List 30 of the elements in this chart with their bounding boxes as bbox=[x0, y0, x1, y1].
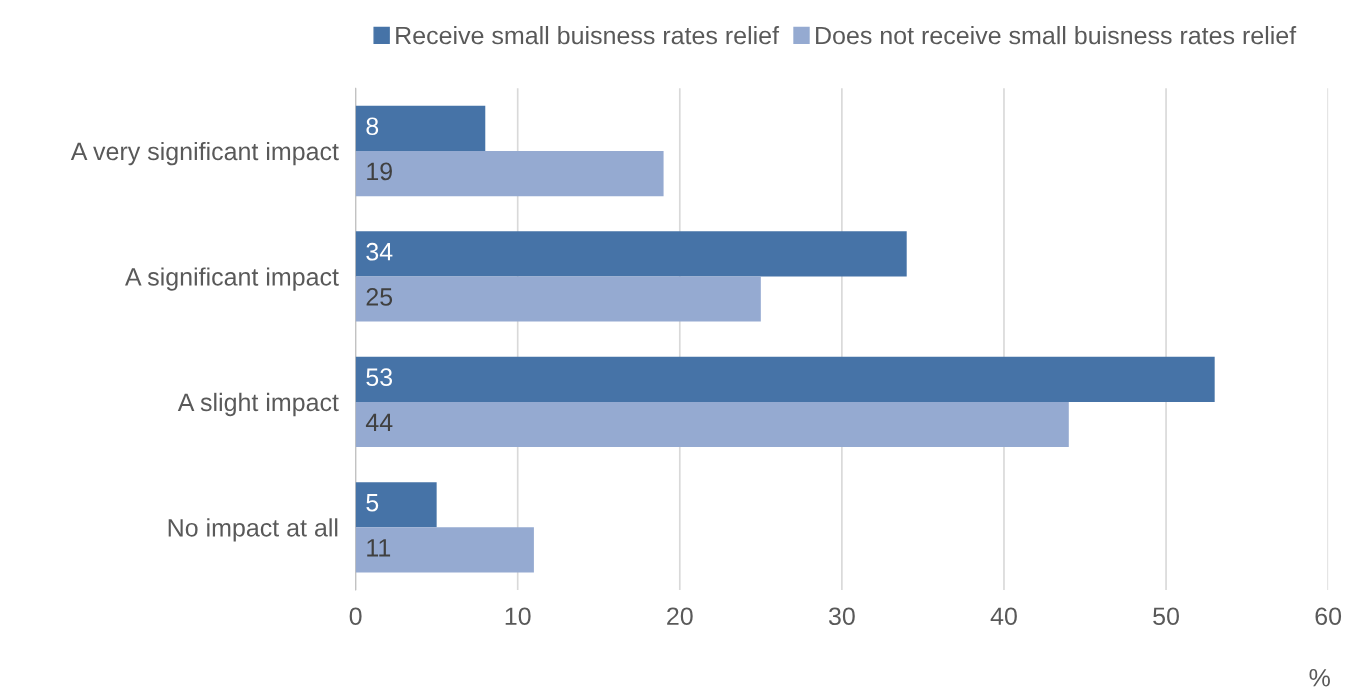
y-tick-label: No impact at all bbox=[168, 518, 338, 542]
bar bbox=[355, 105, 486, 151]
x-tick-label: 60 bbox=[1315, 607, 1342, 626]
x-tick-label: 20 bbox=[667, 607, 693, 626]
data-label: 8 bbox=[366, 117, 379, 136]
legend-label: Receive small buisness rates relief bbox=[396, 25, 780, 45]
data-label: 25 bbox=[366, 288, 393, 306]
y-tick-label: A significant impact bbox=[125, 267, 339, 291]
x-axis-title: % bbox=[1309, 668, 1330, 687]
bar bbox=[355, 482, 437, 528]
bar bbox=[355, 276, 761, 322]
data-label: 53 bbox=[366, 368, 393, 387]
x-tick-label: 40 bbox=[990, 607, 1017, 626]
x-tick-label: 10 bbox=[505, 607, 531, 626]
data-label: 11 bbox=[367, 539, 391, 557]
data-label: 5 bbox=[366, 494, 379, 512]
bar bbox=[355, 356, 1215, 402]
bar bbox=[355, 527, 534, 573]
x-tick-label: 30 bbox=[828, 607, 855, 626]
legend-label: Does not receive small buisness rates relief bbox=[816, 25, 1297, 45]
data-label: 19 bbox=[367, 162, 392, 181]
bar bbox=[355, 401, 1069, 448]
y-tick-label: A slight impact bbox=[177, 392, 339, 417]
x-tick-label: 50 bbox=[1153, 607, 1179, 626]
data-label: 44 bbox=[365, 413, 393, 431]
bar bbox=[355, 150, 664, 197]
data-label: 34 bbox=[366, 242, 393, 261]
bar bbox=[355, 231, 907, 277]
x-tick-label: 0 bbox=[349, 607, 362, 626]
y-tick-label: A very significant impact bbox=[70, 141, 339, 166]
